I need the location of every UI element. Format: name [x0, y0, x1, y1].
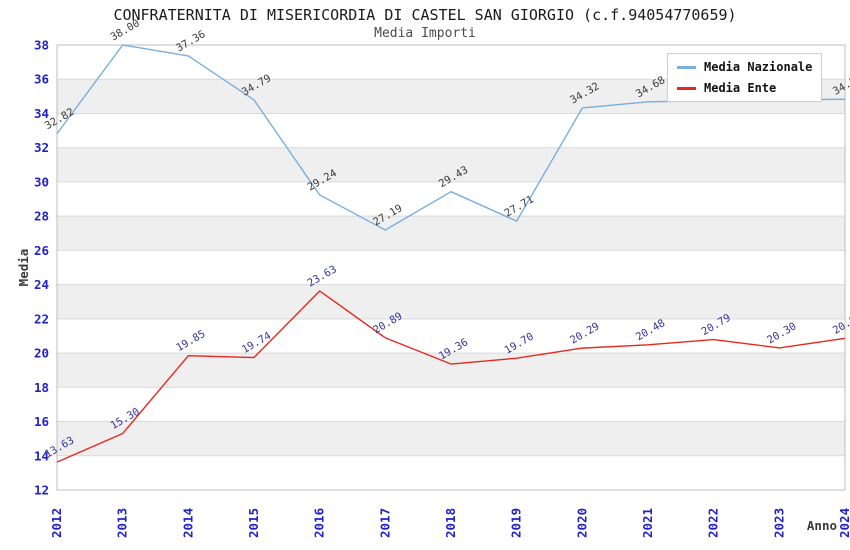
- plot-band: [57, 455, 845, 490]
- y-axis-tick-label: 28: [34, 209, 49, 224]
- y-axis-tick-label: 20: [34, 346, 49, 361]
- x-axis-tick-label: 2016: [312, 508, 327, 538]
- x-axis-tick-label: 2021: [640, 508, 655, 538]
- data-point-label: 38.00: [108, 17, 141, 43]
- x-axis-tick-label: 2018: [443, 508, 458, 538]
- x-axis-tick-label: 2012: [49, 508, 64, 538]
- y-axis-tick-label: 30: [34, 174, 49, 189]
- plot-band: [57, 147, 845, 182]
- chart-legend: Media Nazionale Media Ente: [667, 53, 823, 102]
- x-axis-tick-label: 2015: [246, 508, 261, 538]
- y-axis-tick-label: 14: [34, 448, 49, 463]
- legend-line-swatch-red: [677, 86, 696, 90]
- x-axis-tick-label: 2017: [377, 508, 392, 538]
- plot-band: [57, 181, 845, 217]
- y-axis-tick-label: 16: [34, 414, 49, 429]
- y-axis-tick-label: 36: [34, 72, 49, 87]
- chart-title: CONFRATERNITA DI MISERICORDIA DI CASTEL …: [113, 6, 737, 24]
- y-axis-tick-label: 22: [34, 311, 49, 326]
- legend-item-media-nazionale: Media Nazionale: [677, 60, 812, 74]
- x-axis-tick-label: 2020: [574, 508, 589, 538]
- y-axis-tick-label: 32: [34, 140, 49, 155]
- y-axis-tick-label: 24: [34, 277, 49, 292]
- x-axis-tick-label: 2022: [706, 508, 721, 538]
- x-axis-title: Anno: [807, 518, 837, 533]
- plot-band: [57, 216, 845, 251]
- plot-band: [57, 421, 845, 456]
- y-axis-tick-label: 12: [34, 483, 49, 498]
- x-axis-tick-label: 2014: [180, 508, 195, 538]
- y-axis-tick-label: 26: [34, 243, 49, 258]
- legend-label: Media Ente: [704, 81, 777, 95]
- series-line-media-ente: [56, 290, 846, 463]
- x-axis-tick-label: 2023: [771, 508, 786, 538]
- plot-band: [57, 113, 845, 148]
- x-axis-tick-label: 2013: [115, 508, 130, 538]
- plot-band: [57, 250, 845, 285]
- y-axis-tick-label: 34: [34, 106, 49, 121]
- plot-band: [57, 353, 845, 388]
- plot-band: [57, 387, 845, 422]
- legend-item-media-ente: Media Ente: [677, 81, 812, 95]
- legend-label: Media Nazionale: [704, 60, 813, 74]
- plot-band: [57, 284, 845, 319]
- x-axis-tick-label: 2024: [837, 508, 850, 538]
- legend-line-swatch-blue: [677, 65, 696, 69]
- plot-frame: [56, 44, 846, 491]
- x-axis-tick-label: 2019: [509, 508, 524, 538]
- plot-band: [57, 318, 845, 354]
- y-axis-tick-label: 38: [34, 38, 49, 53]
- chart-subtitle: Media Importi: [374, 26, 476, 41]
- y-axis-tick-label: 18: [34, 380, 49, 395]
- y-axis-title: Media: [16, 249, 31, 287]
